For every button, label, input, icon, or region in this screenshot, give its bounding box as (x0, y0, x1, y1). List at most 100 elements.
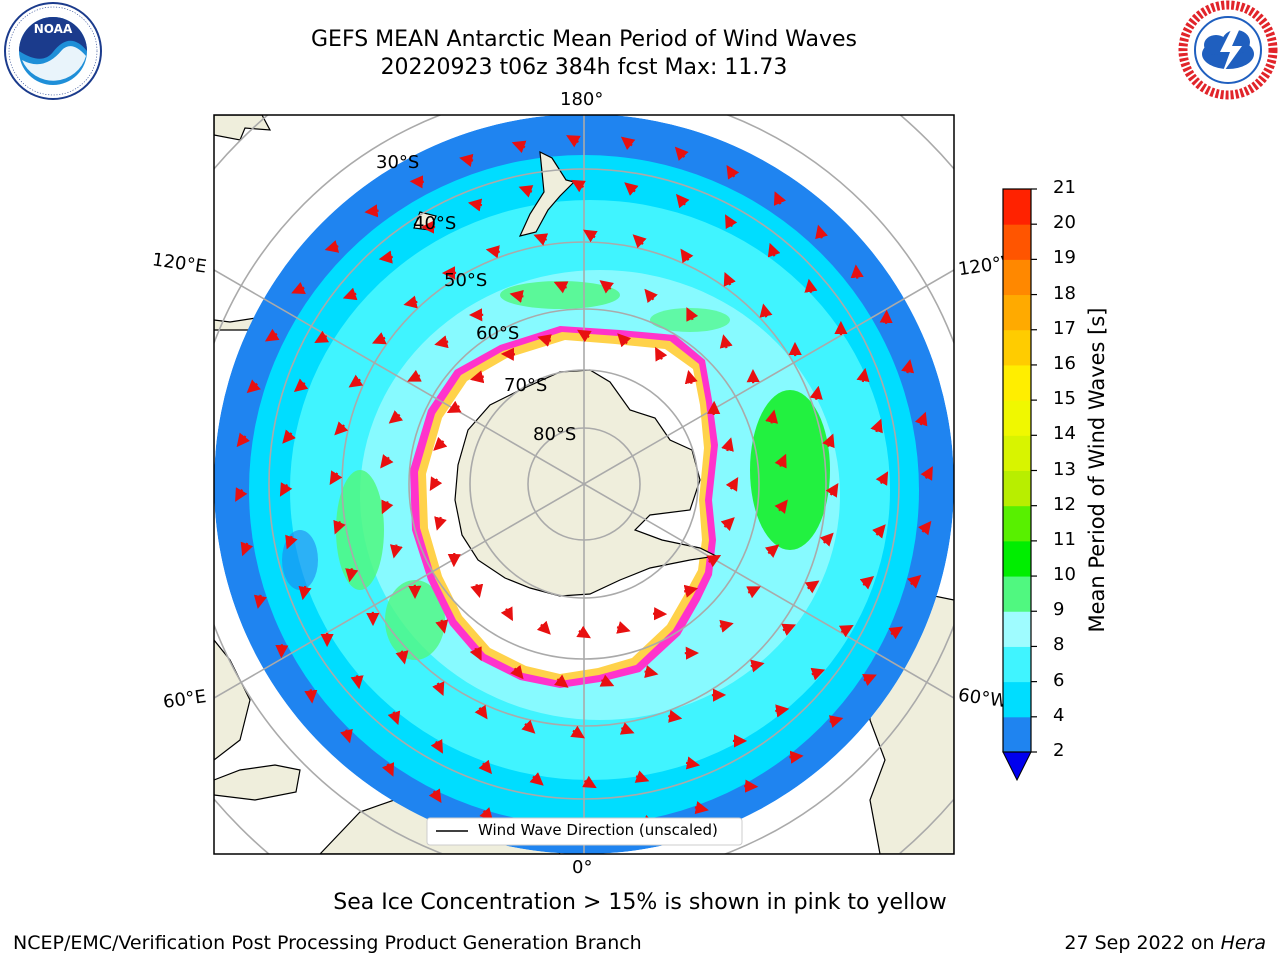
wave-direction-arrow (674, 146, 689, 161)
footer-date: 27 Sep 2022 on (1064, 932, 1221, 954)
colorbar-tick-label: 21 (1053, 177, 1076, 198)
wave-direction-arrow (862, 673, 877, 687)
wave-direction-arrow (655, 346, 668, 362)
wave-direction-arrow (759, 303, 773, 318)
wave-direction-arrow (570, 725, 585, 739)
colorbar-segment (1003, 294, 1031, 331)
colorbar (1002, 188, 1037, 782)
wave-direction-arrow (500, 606, 513, 622)
lat-label-80s: 80°S (533, 424, 577, 445)
colorbar-segment (1003, 364, 1031, 401)
wave-direction-arrow (686, 307, 699, 322)
colorbar-label: Mean Period of Wind Waves [s] (1085, 307, 1109, 633)
wave-direction-arrow (850, 264, 864, 279)
wave-direction-arrow (264, 328, 280, 342)
wave-direction-arrow (576, 625, 591, 639)
wave-direction-arrow (282, 429, 296, 444)
wave-direction-arrow (721, 437, 734, 452)
wave-direction-arrow (774, 499, 788, 514)
lat-label-40s: 40°S (413, 213, 457, 234)
colorbar-segment (1003, 224, 1031, 260)
wave-direction-arrow (470, 583, 484, 599)
wave-direction-arrow (446, 400, 462, 413)
colorbar-tick-label: 2 (1053, 740, 1065, 761)
wave-direction-arrow (521, 719, 536, 734)
wave-direction-arrow (804, 580, 820, 594)
colorbar-tick-label: 10 (1053, 564, 1076, 586)
wave-direction-arrow (781, 623, 797, 636)
wave-direction-arrow (719, 619, 734, 633)
wave-direction-arrow (901, 359, 915, 374)
wave-direction-arrow (644, 288, 658, 304)
wave-direction-arrow (298, 585, 312, 601)
lat-label-30s: 30°S (376, 152, 420, 173)
wave-direction-arrow (914, 411, 928, 427)
wave-direction-arrow (744, 779, 759, 793)
nws-logo (1178, 0, 1278, 100)
colorbar-segment (1003, 505, 1031, 542)
map-frame (213, 114, 955, 855)
wave-direction-arrow (291, 281, 306, 295)
wave-direction-arrow (381, 499, 394, 515)
wave-direction-arrow (632, 234, 647, 249)
colorbar-segment (1003, 716, 1031, 753)
wave-direction-arrow (599, 280, 614, 294)
colorbar-segment (1003, 470, 1031, 507)
new-zealand (518, 150, 576, 237)
wave-direction-arrow (577, 329, 592, 343)
wave-direction-arrow (395, 650, 409, 665)
legend (426, 817, 743, 846)
wave-direction-arrow (348, 374, 364, 388)
wave-direction-arrow (775, 704, 790, 718)
wave-direction-arrow (518, 185, 534, 198)
wave-direction-arrow (533, 233, 549, 246)
wave-direction-arrow (409, 175, 424, 189)
colorbar-segment (1003, 435, 1031, 471)
wave-direction-arrow (389, 544, 403, 559)
wave-direction-arrow (804, 278, 818, 293)
colorbar-segment (1003, 329, 1031, 366)
wave-direction-arrow (236, 432, 251, 448)
wave-direction-arrow (875, 471, 889, 486)
wave-direction-arrow (459, 153, 474, 167)
wave-direction-arrow (293, 378, 309, 393)
wave-direction-arrow (429, 476, 443, 491)
colorbar-tick-label: 14 (1053, 423, 1076, 445)
wave-direction-arrow (644, 665, 659, 679)
wave-direction-arrow (920, 466, 933, 481)
wave-direction-arrow (822, 433, 835, 449)
wave-direction-arrow (746, 586, 761, 599)
wave-direction-arrow (694, 801, 709, 815)
wave-direction-arrow (764, 544, 780, 558)
wave-direction-arrow (403, 295, 418, 309)
colorbar-tick-label: 11 (1053, 528, 1076, 550)
colorbar-tick-label: 4 (1053, 704, 1065, 726)
wave-direction-arrow (685, 756, 701, 770)
wave-direction-arrow (684, 369, 698, 385)
wave-direction-arrow (616, 621, 631, 634)
wave-direction-arrow (680, 248, 694, 264)
colorbar-tick-label: 16 (1053, 352, 1076, 374)
colorbar-tick-label: 19 (1053, 247, 1076, 269)
wave-direction-arrow (434, 335, 449, 349)
wave-direction-arrow (381, 762, 395, 777)
wave-direction-arrow (434, 516, 447, 531)
colorbar-segment (1003, 681, 1031, 718)
colorbar-tick-label: 17 (1053, 317, 1076, 339)
footer-machine: Hera (1220, 932, 1266, 954)
wave-direction-arrow (619, 722, 635, 735)
wave-direction-arrow (571, 179, 586, 193)
wave-direction-arrow (246, 379, 261, 394)
lat-label-60s: 60°S (476, 323, 520, 344)
colorbar-segment (1003, 189, 1031, 225)
colorbar-segment (1003, 400, 1031, 436)
wave-direction-arrow (917, 520, 932, 536)
wave-direction-arrow (430, 738, 443, 754)
footer-right: 27 Sep 2022 on Hera (1064, 932, 1266, 954)
wave-direction-arrow (350, 675, 364, 690)
wave-direction-arrow (767, 242, 781, 258)
wave-direction-arrow (773, 191, 787, 206)
wave-direction-arrow (810, 667, 826, 681)
colorbar-segment (1003, 540, 1031, 577)
